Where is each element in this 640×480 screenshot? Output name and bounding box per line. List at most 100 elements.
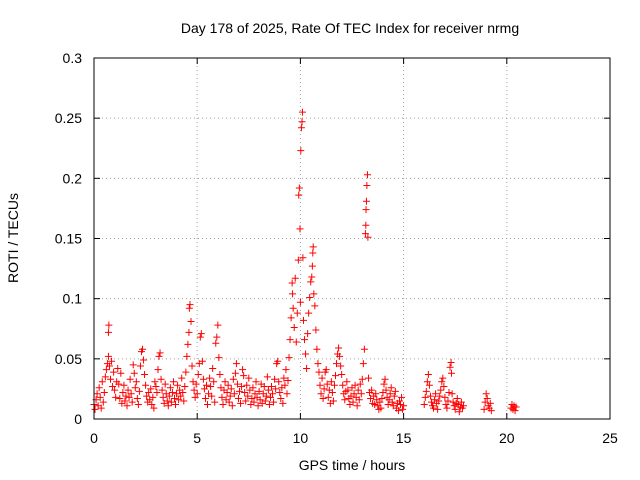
data-point	[299, 254, 307, 262]
data-point	[283, 390, 291, 398]
data-point	[391, 387, 399, 395]
data-point	[95, 384, 103, 392]
data-point	[265, 401, 273, 409]
data-point	[289, 304, 297, 312]
data-point	[455, 408, 463, 416]
data-point	[224, 381, 232, 389]
data-point	[194, 370, 202, 378]
data-point	[435, 397, 443, 405]
data-point	[362, 221, 370, 229]
data-point	[320, 385, 328, 393]
y-tick-label: 0.1	[63, 291, 83, 307]
data-point	[269, 390, 277, 398]
data-point	[270, 398, 278, 406]
data-point	[256, 396, 264, 404]
data-point	[180, 397, 188, 405]
grid-lines	[94, 58, 610, 419]
data-point	[315, 368, 323, 376]
data-point	[311, 302, 319, 310]
data-point	[305, 309, 313, 317]
data-point	[481, 398, 489, 406]
data-point	[376, 398, 384, 406]
data-point	[281, 381, 289, 389]
data-point	[124, 386, 132, 394]
data-point	[289, 290, 297, 298]
data-point	[156, 349, 164, 357]
data-point	[275, 378, 283, 386]
data-point	[249, 384, 257, 392]
data-point	[210, 378, 218, 386]
data-point	[243, 381, 251, 389]
data-point	[230, 390, 238, 398]
y-axis-label: ROTI / TECUs	[5, 193, 21, 283]
data-point	[209, 364, 217, 372]
data-point	[121, 397, 129, 405]
data-point	[445, 389, 453, 397]
data-point	[131, 384, 139, 392]
data-point	[309, 243, 317, 251]
data-point	[145, 389, 153, 397]
data-point	[365, 374, 373, 382]
data-point	[284, 376, 292, 384]
data-point	[100, 389, 108, 397]
data-point	[272, 385, 280, 393]
data-point	[208, 392, 216, 400]
data-point	[336, 352, 344, 360]
data-point	[422, 387, 430, 395]
data-point	[159, 393, 167, 401]
data-point	[165, 392, 173, 400]
data-point	[96, 393, 104, 401]
data-point	[181, 383, 189, 391]
data-point	[359, 360, 367, 368]
data-point	[395, 397, 403, 405]
data-point	[255, 387, 263, 395]
data-point	[363, 182, 371, 190]
data-point	[331, 372, 339, 380]
data-point	[109, 383, 117, 391]
data-point	[228, 402, 236, 410]
data-point	[140, 356, 148, 364]
data-point	[384, 401, 392, 409]
data-point	[206, 374, 214, 382]
data-point	[297, 147, 305, 155]
data-point	[277, 395, 285, 403]
data-point	[148, 401, 156, 409]
data-point	[316, 381, 324, 389]
data-point	[430, 404, 438, 412]
data-point	[199, 375, 207, 383]
y-tick-label: 0.2	[63, 170, 83, 186]
data-point	[436, 392, 444, 400]
data-point	[271, 375, 279, 383]
data-point	[446, 363, 454, 371]
data-point	[512, 403, 520, 411]
data-point	[344, 386, 352, 394]
data-point	[268, 383, 276, 391]
data-point	[279, 399, 287, 407]
data-point	[168, 389, 176, 397]
data-point	[483, 395, 491, 403]
data-point	[358, 375, 366, 383]
data-point	[298, 108, 306, 116]
data-point	[227, 385, 235, 393]
data-point	[172, 401, 180, 409]
data-point	[426, 392, 434, 400]
data-point	[328, 389, 336, 397]
data-point	[364, 233, 372, 241]
data-point	[355, 396, 363, 404]
data-point	[117, 369, 125, 377]
data-point	[351, 381, 359, 389]
data-point	[105, 321, 113, 329]
data-point	[143, 392, 151, 400]
x-tick-label: 0	[90, 430, 98, 446]
data-point	[459, 402, 467, 410]
data-point	[486, 399, 494, 407]
data-point	[421, 393, 429, 401]
data-point	[184, 340, 192, 348]
data-point	[155, 352, 163, 360]
data-point	[123, 402, 131, 410]
data-point	[432, 390, 440, 398]
data-point	[93, 390, 101, 398]
data-point	[447, 369, 455, 377]
data-point	[99, 398, 107, 406]
